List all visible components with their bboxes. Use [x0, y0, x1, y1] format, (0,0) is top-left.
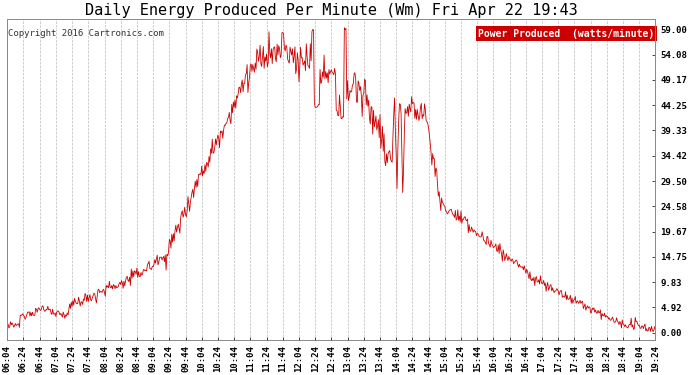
Title: Daily Energy Produced Per Minute (Wm) Fri Apr 22 19:43: Daily Energy Produced Per Minute (Wm) Fr…: [85, 3, 578, 18]
Text: Power Produced  (watts/minute): Power Produced (watts/minute): [478, 28, 654, 39]
Text: Copyright 2016 Cartronics.com: Copyright 2016 Cartronics.com: [8, 28, 164, 38]
